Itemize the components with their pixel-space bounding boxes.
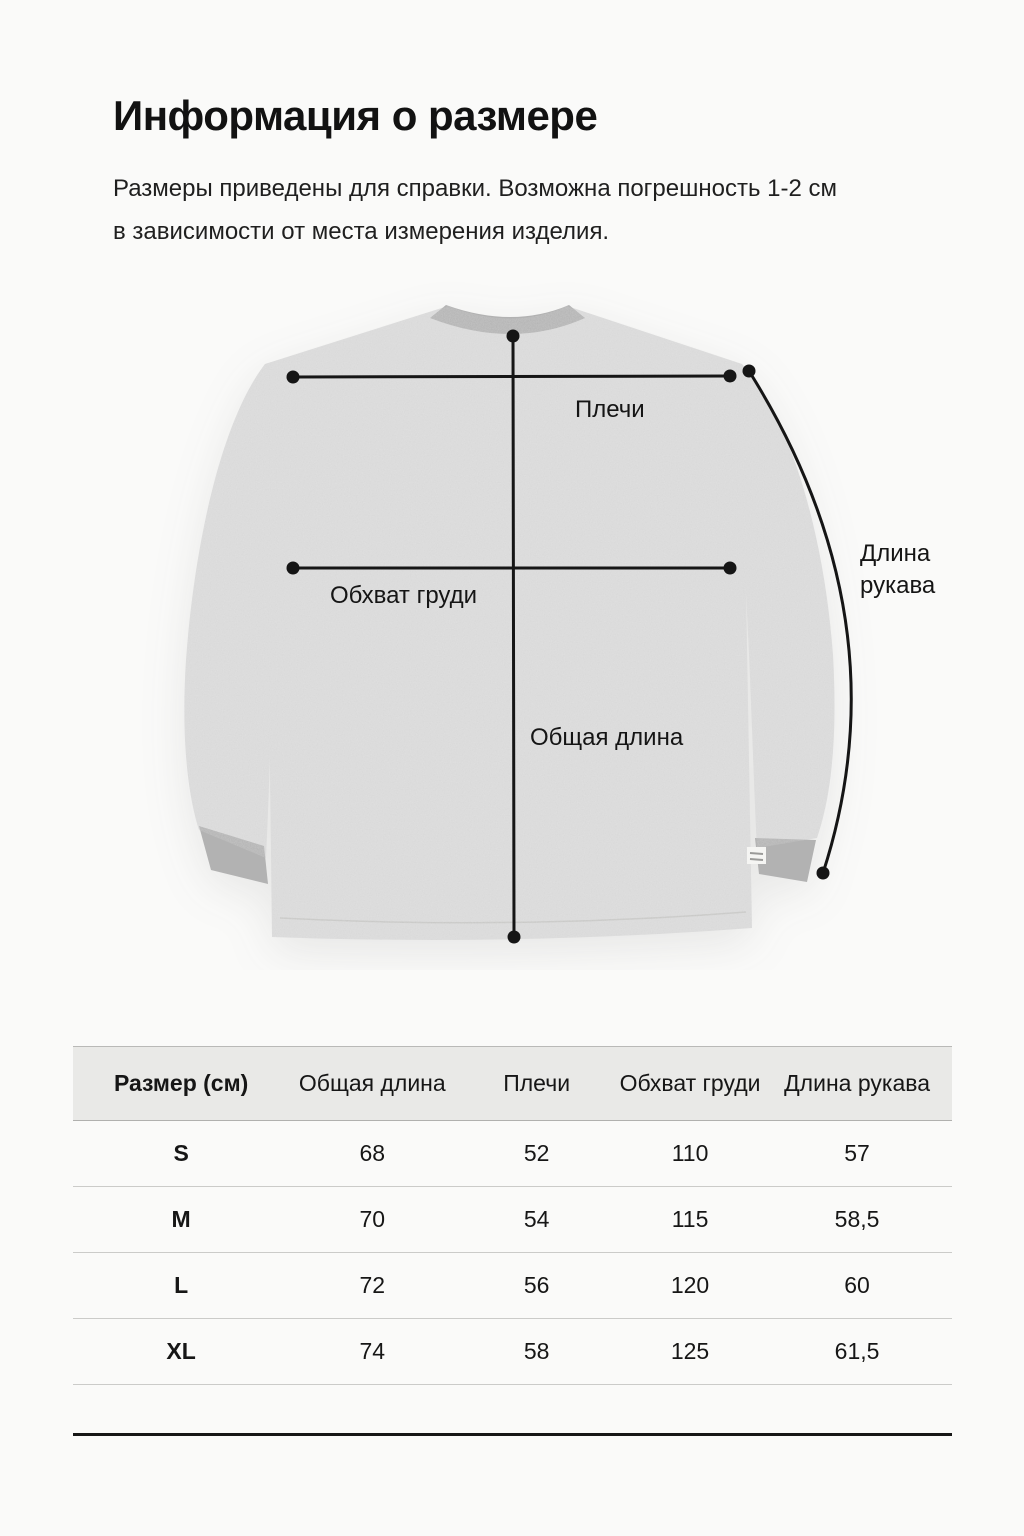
value-cell: 61,5 [834, 1338, 880, 1364]
sleeve-length-label-line1: Длина [860, 540, 931, 567]
hem-tag [747, 847, 766, 864]
measure-dot [742, 364, 756, 378]
value-cell: 72 [359, 1272, 386, 1298]
left-cuff [199, 826, 268, 884]
sleeve-length-label-line2: рукава [860, 572, 936, 599]
value-cell: 74 [359, 1338, 386, 1364]
measure-dot [286, 561, 300, 575]
chest-label: Обхват груди [330, 582, 477, 609]
measure-dot [506, 329, 520, 343]
fabric-texture [184, 306, 835, 940]
hem-tag-print [749, 858, 764, 861]
value-cell: 70 [359, 1206, 386, 1232]
value-cell: 110 [671, 1140, 709, 1166]
table-row: L 72 56 120 60 [73, 1253, 952, 1319]
size-cell: L [174, 1272, 189, 1298]
table-row: S 68 52 110 57 [73, 1121, 952, 1187]
garment-illustration [184, 305, 835, 940]
size-cell: XL [166, 1338, 196, 1364]
col-header-size: Размер (см) [113, 1070, 249, 1096]
value-cell: 125 [670, 1338, 710, 1364]
value-cell: 52 [523, 1140, 550, 1166]
garment-measurement-diagram: Плечи Обхват груди Общая длина Длина рук… [184, 305, 936, 944]
measure-dot [507, 930, 521, 944]
value-cell: 57 [844, 1140, 870, 1166]
empty-cell [73, 1385, 952, 1435]
right-cuff [755, 838, 816, 882]
col-header-total-length: Общая длина [298, 1070, 446, 1096]
size-table: Размер (см) Общая длина Плечи Обхват гру… [73, 1046, 952, 1436]
measurement-overlay: Плечи Обхват груди Общая длина Длина рук… [286, 329, 936, 944]
measure-dot [816, 866, 830, 880]
size-cell: M [171, 1206, 191, 1232]
table-footer-spacer [73, 1385, 952, 1435]
page-title: Информация о размере [113, 92, 598, 139]
col-header-chest: Обхват груди [619, 1070, 761, 1096]
shoulders-label: Плечи [575, 396, 645, 423]
size-cell: S [173, 1140, 189, 1166]
table-row: XL 74 58 125 61,5 [73, 1319, 952, 1385]
value-cell: 60 [844, 1272, 870, 1298]
shoulders-line [291, 374, 732, 379]
value-cell: 56 [523, 1272, 550, 1298]
total-length-line [511, 334, 516, 939]
sleeve-length-curve [747, 369, 853, 875]
measure-dot [286, 370, 300, 384]
page-subtitle: Размеры приведены для справки. Возможна … [113, 175, 837, 245]
measure-dot [723, 369, 737, 383]
total-length-label: Общая длина [530, 724, 684, 751]
value-cell: 68 [359, 1140, 386, 1166]
col-header-shoulders: Плечи [503, 1070, 571, 1096]
value-cell: 58 [523, 1338, 550, 1364]
value-cell: 54 [523, 1206, 550, 1232]
table-row: M 70 54 115 58,5 [73, 1187, 952, 1253]
value-cell: 115 [671, 1206, 709, 1232]
table-header-row: Размер (см) Общая длина Плечи Обхват гру… [73, 1046, 952, 1121]
hem-tag-print [749, 852, 764, 855]
col-header-sleeve-length: Длина рукава [784, 1070, 930, 1096]
value-cell: 58,5 [834, 1206, 880, 1232]
measure-dot [723, 561, 737, 575]
value-cell: 120 [670, 1272, 710, 1298]
